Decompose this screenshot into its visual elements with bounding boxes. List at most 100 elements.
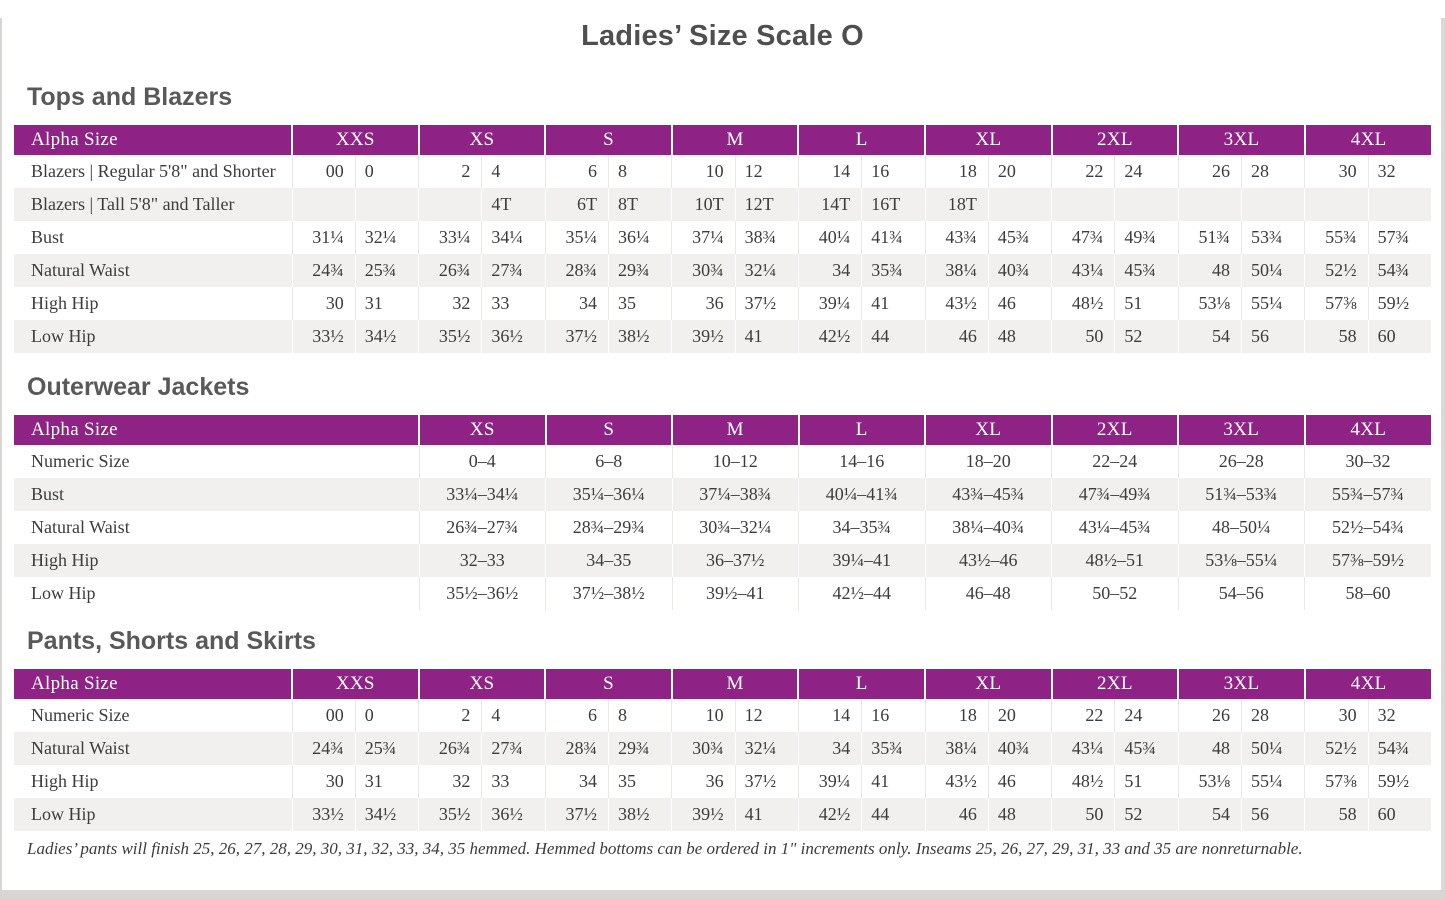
size-value-cell: 34–35 <box>545 544 673 577</box>
size-value-cell: 8T <box>608 188 673 221</box>
size-value-cell: 33 <box>481 765 546 798</box>
size-value-cell: 14–16 <box>798 445 926 478</box>
size-value-cell: 20 <box>988 155 1053 188</box>
size-value-cell: 40¼ <box>798 221 863 254</box>
size-column-header: M <box>671 669 800 699</box>
size-value-cell: 30–32 <box>1304 445 1431 478</box>
row-label: Natural Waist <box>14 732 293 765</box>
size-value-cell: 37½–38½ <box>545 577 673 610</box>
size-value-cell: 48½ <box>1051 765 1116 798</box>
size-value-cell: 40¾ <box>988 254 1053 287</box>
size-value-cell: 54¾ <box>1368 254 1432 287</box>
size-column-header: 4XL <box>1304 125 1432 155</box>
table-row: Natural Waist 24¾ 25¾ 26¾ 27¾ 28¾ 29¾ 30¾ 32¼ 34 3… <box>14 732 1432 765</box>
size-value-cell: 40¼–41¾ <box>798 478 926 511</box>
size-value-cell <box>1304 188 1369 221</box>
size-value-cell: 35¾ <box>861 254 926 287</box>
row-label: Numeric Size <box>14 445 420 478</box>
size-column-header: M <box>672 415 800 445</box>
row-label: Bust <box>14 221 293 254</box>
size-value-cell: 20 <box>988 699 1053 732</box>
size-value-cell: 28¾–29¾ <box>545 511 673 544</box>
size-value-cell: 22 <box>1051 155 1116 188</box>
size-value-cell: 34¼ <box>481 221 546 254</box>
size-value-cell: 35 <box>608 287 673 320</box>
size-value-cell: 8 <box>608 155 673 188</box>
size-column-header: 4XL <box>1304 415 1431 445</box>
size-column-header: 4XL <box>1304 669 1432 699</box>
size-value-cell <box>1114 188 1179 221</box>
row-label: Natural Waist <box>14 254 293 287</box>
size-value-cell: 30¾ <box>671 254 736 287</box>
size-value-cell: 0–4 <box>419 445 546 478</box>
size-value-cell <box>988 188 1053 221</box>
size-value-cell: 52 <box>1114 320 1179 353</box>
size-value-cell: 35¼ <box>545 221 610 254</box>
size-value-cell: 32 <box>418 287 483 320</box>
size-value-cell: 45¾ <box>988 221 1053 254</box>
row-label: Low Hip <box>14 577 420 610</box>
page-title: Ladies’ Size Scale O <box>581 20 864 52</box>
size-value-cell: 00 <box>292 699 356 732</box>
size-value-cell: 26–28 <box>1178 445 1305 478</box>
size-column-header: XL <box>925 415 1053 445</box>
size-value-cell: 47¾ <box>1051 221 1116 254</box>
size-column-header: XXS <box>292 669 420 699</box>
section-title-tops-and-blazers: Tops and Blazers <box>27 83 233 111</box>
size-value-cell: 31 <box>355 287 420 320</box>
size-column-header: 2XL <box>1051 125 1180 155</box>
size-value-cell: 36½ <box>481 798 546 831</box>
size-column-header: S <box>545 125 673 155</box>
size-value-cell: 54 <box>1178 320 1243 353</box>
size-value-cell: 43¾ <box>925 221 989 254</box>
section-tops-and-blazers: Tops and Blazers Alpha Size XXS XS S M L XL 2XL… <box>0 80 1445 353</box>
size-value-cell: 34 <box>545 765 610 798</box>
size-value-cell: 44 <box>861 320 926 353</box>
size-value-cell: 53¾ <box>1241 221 1306 254</box>
size-value-cell: 29¾ <box>608 732 673 765</box>
size-value-cell: 10–12 <box>672 445 799 478</box>
size-value-cell: 00 <box>292 155 356 188</box>
row-label: Blazers | Regular 5'8" and Shorter <box>14 155 293 188</box>
size-value-cell: 36 <box>671 287 736 320</box>
size-value-cell: 41 <box>861 287 926 320</box>
size-value-cell: 60 <box>1368 798 1432 831</box>
size-value-cell: 53⅛ <box>1178 287 1243 320</box>
page-right-edge <box>1441 18 1445 899</box>
size-value-cell: 52½ <box>1304 254 1369 287</box>
size-value-cell: 18 <box>925 155 989 188</box>
size-value-cell: 32¼ <box>735 732 799 765</box>
table-row: Bust 33¼–34¼ 35¼–36¼ 37¼–38¾ 40¼–41¾ 43¾–45¾ 4… <box>14 478 1431 511</box>
outerwear-jackets-table: Alpha Size XS S M L XL 2XL 3XL 4XL Numeric Size 0–… <box>14 415 1431 610</box>
size-value-cell: 34½ <box>355 798 420 831</box>
size-column-header: L <box>798 669 927 699</box>
size-value-cell: 34 <box>798 732 863 765</box>
size-value-cell: 8 <box>608 699 673 732</box>
size-value-cell: 55¼ <box>1241 765 1306 798</box>
size-value-cell: 37¼–38¾ <box>672 478 799 511</box>
size-value-cell: 43¼–45¾ <box>1051 511 1179 544</box>
size-value-cell: 43¼ <box>1051 254 1116 287</box>
size-value-cell: 44 <box>861 798 926 831</box>
size-value-cell: 37¼ <box>671 221 736 254</box>
size-value-cell <box>355 188 420 221</box>
size-value-cell: 28¾ <box>545 732 610 765</box>
table-row: Low Hip 33½ 34½ 35½ 36½ 37½ 38½ 39½ 41 42½ 44 46 48 5… <box>14 798 1432 831</box>
row-label: Numeric Size <box>14 699 293 732</box>
size-column-header: XS <box>418 669 547 699</box>
table-row: Bust 31¼ 32¼ 33¼ 34¼ 35¼ 36¼ 37¼ 38¾ 40¼ 41¾ 43¾ 45¾… <box>14 221 1432 254</box>
table-row: High Hip 30 31 32 33 34 35 36 37½ 39¼ 41 43½ 46 48½ 51… <box>14 765 1432 798</box>
size-value-cell: 10 <box>671 155 736 188</box>
size-value-cell: 32 <box>1368 155 1432 188</box>
size-value-cell: 48½ <box>1051 287 1116 320</box>
size-value-cell: 48 <box>988 798 1053 831</box>
header-row: Alpha Size XS S M L XL 2XL 3XL 4XL <box>14 415 1431 445</box>
size-value-cell: 28 <box>1241 155 1306 188</box>
size-value-cell: 4 <box>481 155 546 188</box>
size-value-cell: 33½ <box>292 798 356 831</box>
size-value-cell: 22 <box>1051 699 1116 732</box>
size-value-cell: 12 <box>735 699 799 732</box>
size-value-cell: 58–60 <box>1304 577 1431 610</box>
size-value-cell: 59½ <box>1368 765 1432 798</box>
row-label: Low Hip <box>14 320 293 353</box>
